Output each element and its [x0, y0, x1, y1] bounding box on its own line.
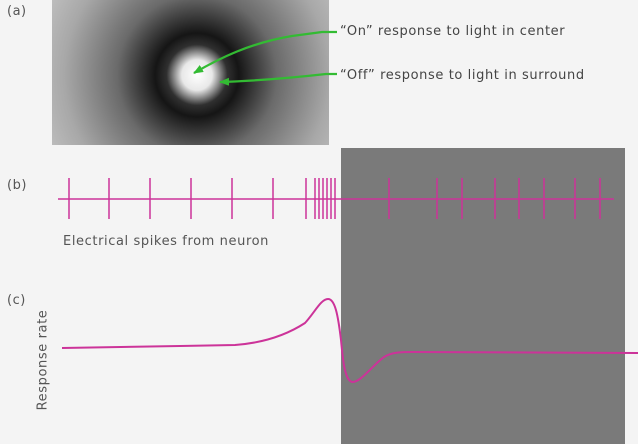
off-response-arrow — [219, 72, 337, 86]
spike-caption: Electrical spikes from neuron — [63, 234, 270, 249]
off-response-label: “Off” response to light in surround — [340, 68, 585, 83]
on-response-arrow — [193, 30, 337, 74]
receptive-field-image — [52, 0, 329, 145]
spike-train — [58, 178, 614, 219]
on-response-label: “On” response to light in center — [340, 24, 566, 39]
panel-label-c: (c) — [7, 293, 26, 308]
response-rate-curve — [61, 297, 638, 383]
panel-label-a: (a) — [7, 4, 27, 19]
panel-label-b: (b) — [7, 178, 27, 193]
y-axis-label: Response rate — [35, 309, 51, 411]
stimulus-shaded-region — [341, 148, 625, 444]
